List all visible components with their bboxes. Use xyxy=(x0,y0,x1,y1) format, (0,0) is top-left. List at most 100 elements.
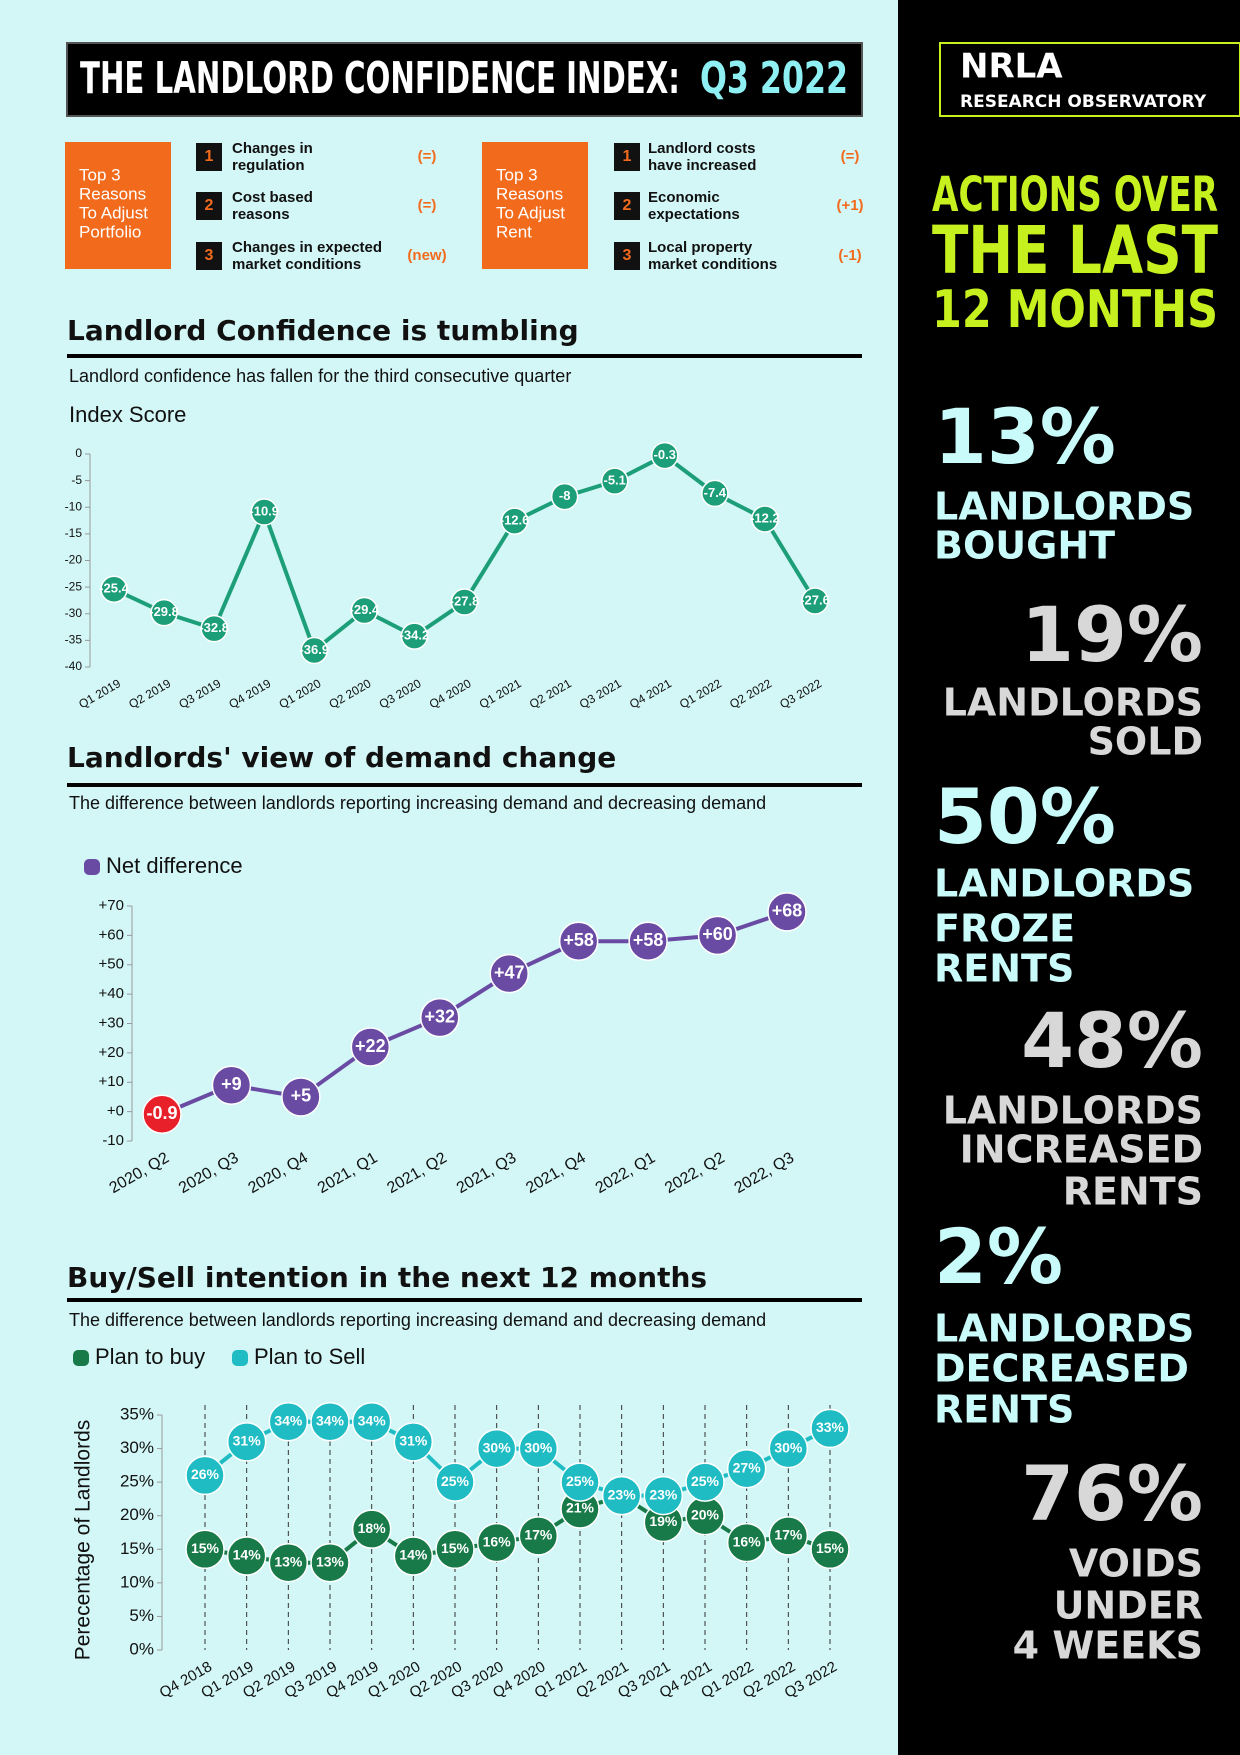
rank: 2 xyxy=(205,197,214,214)
data-label: +47 xyxy=(494,962,525,982)
stat-label: RENTS xyxy=(1063,1170,1203,1214)
reason-box-label: Rent xyxy=(496,222,532,241)
data-point xyxy=(350,1027,391,1067)
data-label: -10.9 xyxy=(249,503,279,518)
page-title: THE LANDLORD CONFIDENCE INDEX: xyxy=(80,53,680,104)
legend-swatch xyxy=(73,1350,89,1366)
data-label: 27% xyxy=(733,1459,762,1475)
data-point xyxy=(393,1422,434,1462)
data-label: -29.8 xyxy=(149,604,179,619)
reason-box xyxy=(69,142,171,269)
rank: 1 xyxy=(205,148,214,165)
series-line xyxy=(204,1493,831,1565)
reason-change: (=) xyxy=(841,148,860,165)
data-label: 31% xyxy=(399,1433,428,1449)
reason-change: (=) xyxy=(418,197,437,214)
data-label: 33% xyxy=(816,1419,845,1435)
y-tick-label: -25 xyxy=(65,579,83,593)
logo-subtitle: RESEARCH OBSERVATORY xyxy=(960,92,1207,112)
data-point xyxy=(701,479,729,508)
reason-box-label: Reasons xyxy=(79,184,146,203)
stat-label: INCREASED xyxy=(960,1128,1203,1172)
data-point xyxy=(300,636,329,665)
stat-value: 76% xyxy=(1021,1449,1203,1538)
data-label: 13% xyxy=(316,1553,345,1569)
reason-text: regulation xyxy=(232,157,305,174)
stat-label: RENTS xyxy=(934,947,1074,991)
data-label: -12.6 xyxy=(500,513,530,528)
chart-subtitle: Landlord confidence has fallen for the t… xyxy=(69,366,571,386)
stat-label: LANDLORDS xyxy=(943,1089,1203,1133)
data-label: +22 xyxy=(355,1036,386,1056)
data-point xyxy=(226,1536,267,1576)
chart-subtitle: The difference between landlords reporti… xyxy=(69,1310,766,1330)
data-point xyxy=(351,1509,392,1549)
data-point xyxy=(600,467,629,495)
data-point xyxy=(420,997,460,1038)
data-point xyxy=(601,1475,642,1516)
data-point xyxy=(810,1408,850,1449)
rank: 3 xyxy=(623,247,632,264)
data-point xyxy=(518,1516,559,1556)
data-label: 30% xyxy=(524,1439,553,1455)
data-label: 26% xyxy=(191,1466,220,1482)
reason-text: market conditions xyxy=(232,256,361,273)
y-tick-label: +20 xyxy=(99,1044,124,1061)
y-tick-label: +40 xyxy=(99,985,124,1002)
reason-text: Changes in xyxy=(232,140,313,157)
data-point xyxy=(643,1475,684,1516)
data-label: 17% xyxy=(774,1527,803,1543)
y-tick-label: -10 xyxy=(102,1132,124,1149)
page-period: Q3 2022 xyxy=(700,53,848,104)
data-label: 31% xyxy=(233,1433,262,1449)
stat-value: 48% xyxy=(1021,996,1203,1085)
data-point xyxy=(489,953,529,994)
reason-change: (+1) xyxy=(836,197,863,214)
data-point xyxy=(450,588,479,616)
series-line xyxy=(203,1419,831,1498)
data-point xyxy=(268,1401,309,1442)
stat-label: DECREASED xyxy=(934,1347,1189,1391)
stat-value: 13% xyxy=(934,392,1116,481)
data-label: -34.2 xyxy=(400,628,430,643)
reason-box-label: Reasons xyxy=(496,184,563,203)
data-point xyxy=(685,1462,725,1502)
y-axis-label: Perecentage of Landlords xyxy=(72,1420,95,1661)
data-label: -32.8 xyxy=(199,620,229,635)
y-tick-label: -30 xyxy=(65,606,83,620)
stat-label: LANDLORDS xyxy=(934,862,1194,906)
y-tick-label: 20% xyxy=(120,1505,154,1524)
rank-box xyxy=(614,242,640,270)
y-tick-label: +30 xyxy=(99,1014,124,1031)
data-label: 34% xyxy=(274,1412,303,1428)
data-point xyxy=(767,892,807,932)
sidebar-background xyxy=(898,0,1240,1755)
reason-box xyxy=(486,142,588,269)
data-point xyxy=(142,1094,182,1135)
y-tick-label: 25% xyxy=(120,1472,154,1491)
y-tick-label: -20 xyxy=(65,553,83,567)
reason-text: expectations xyxy=(648,206,740,223)
data-point xyxy=(768,1428,809,1469)
reason-text: Local property xyxy=(648,239,753,256)
logo-box xyxy=(939,42,1240,117)
data-point xyxy=(726,1522,767,1563)
y-tick-label: +50 xyxy=(99,956,124,973)
legend-label: Plan to Sell xyxy=(254,1344,365,1369)
data-label: 15% xyxy=(191,1540,220,1556)
legend-label: Plan to buy xyxy=(95,1344,205,1369)
data-label: 30% xyxy=(774,1439,803,1455)
chart-subtitle: The difference between landlords reporti… xyxy=(69,793,766,813)
stat-label: BOUGHT xyxy=(934,524,1115,568)
data-label: 13% xyxy=(274,1553,303,1569)
data-point xyxy=(751,505,779,533)
y-tick-label: -10 xyxy=(65,499,83,513)
data-label: +9 xyxy=(221,1074,242,1094)
reason-text: Cost based xyxy=(232,189,313,206)
rank-box xyxy=(614,143,640,171)
data-point xyxy=(393,1536,434,1576)
rank: 2 xyxy=(623,197,632,214)
data-point xyxy=(435,1462,475,1502)
y-tick-label: -35 xyxy=(65,633,83,647)
